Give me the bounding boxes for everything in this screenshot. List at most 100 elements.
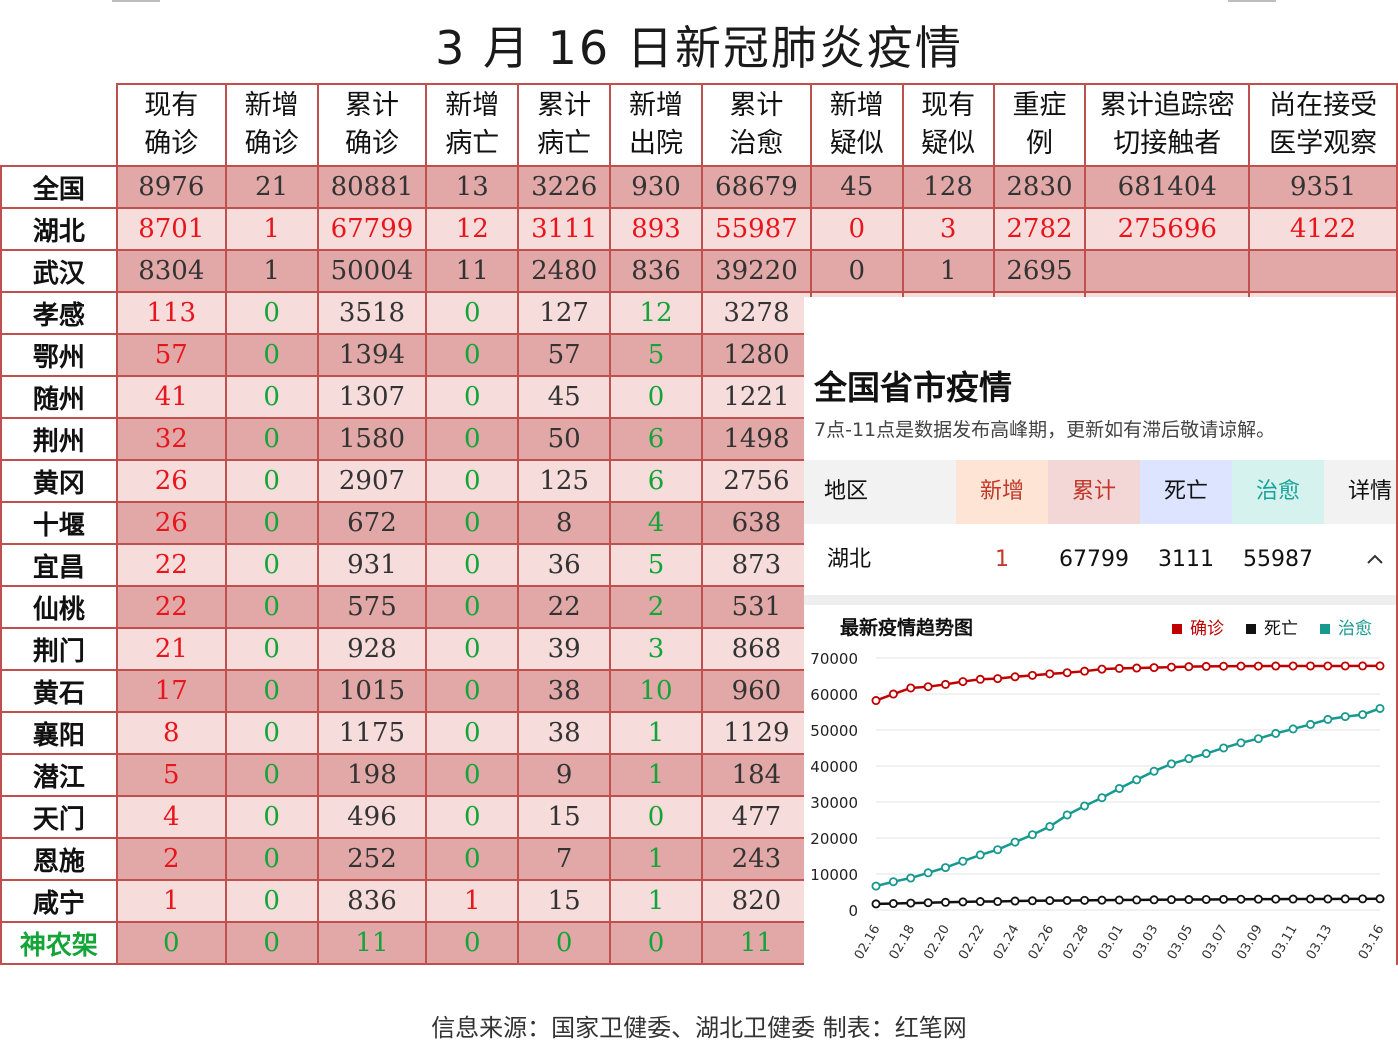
data-point xyxy=(1166,662,1176,672)
cell-value: 0 xyxy=(163,928,180,958)
table-cell: 4122 xyxy=(1248,207,1398,251)
data-point xyxy=(871,696,881,706)
table-cell: 4 xyxy=(609,501,703,545)
data-point xyxy=(958,856,968,866)
table-cell: 1280 xyxy=(700,333,812,377)
table-cell: 0 xyxy=(224,417,319,461)
cell-value: 672 xyxy=(347,508,397,538)
cell-value: 184 xyxy=(731,760,782,790)
data-point xyxy=(1323,661,1333,671)
table-cell: 0 xyxy=(609,795,703,839)
table-cell: 0 xyxy=(425,459,520,503)
panel-row-hubei[interactable]: 湖北 1 67799 3111 55987 xyxy=(804,525,1396,595)
table-cell: 820 xyxy=(700,879,812,923)
source-footer: 信息来源：国家卫健委、湖北卫健委 制表：红笔网 xyxy=(431,1014,967,1042)
data-point xyxy=(1375,894,1385,904)
table-cell: 1394 xyxy=(316,333,428,377)
cell-value: 11 xyxy=(355,928,389,958)
table-cell: 0 xyxy=(425,837,520,881)
top-edge-line-left xyxy=(112,0,160,2)
column-header: 新增 疑似 xyxy=(809,83,904,167)
data-point xyxy=(993,897,1003,907)
cell-value: 931 xyxy=(347,550,397,580)
data-point xyxy=(906,873,916,883)
cell-value: 1221 xyxy=(723,382,790,412)
column-header-line: 新增 xyxy=(244,90,299,121)
cell-value: 2 xyxy=(163,844,180,874)
table-cell: 8 xyxy=(517,501,612,545)
panel-divider xyxy=(804,595,1396,605)
cell-value: 0 xyxy=(464,928,481,958)
table-cell: 11 xyxy=(700,921,812,965)
data-point xyxy=(871,899,881,909)
cell-value: 0 xyxy=(263,466,280,496)
table-cell: 26 xyxy=(115,459,227,503)
table-cell: 55987 xyxy=(700,207,812,251)
data-point xyxy=(1097,895,1107,905)
cell-value: 0 xyxy=(647,802,665,832)
table-cell: 13 xyxy=(425,165,520,209)
data-point xyxy=(958,677,968,687)
region-name: 宜昌 xyxy=(0,543,118,587)
table-cell: 638 xyxy=(700,501,812,545)
column-header-line: 确诊 xyxy=(144,128,199,159)
data-point xyxy=(1253,894,1263,904)
data-point xyxy=(1358,710,1368,720)
y-tick-label: 60000 xyxy=(810,686,858,704)
region-name: 黄石 xyxy=(0,669,118,713)
header-details: 详情 xyxy=(1324,460,1396,524)
header-total: 累计 xyxy=(1048,460,1140,524)
cell-value: 22 xyxy=(154,592,188,622)
column-header: 重症例 xyxy=(992,83,1087,167)
table-cell: 252 xyxy=(316,837,428,881)
cell-value: 0 xyxy=(464,424,481,454)
cell-value: 2 xyxy=(647,592,665,622)
cell-value: 0 xyxy=(464,508,481,538)
column-header-line: 累计追踪密 xyxy=(1099,90,1235,121)
table-cell: 4 xyxy=(115,795,227,839)
cell-value: 80881 xyxy=(330,172,414,202)
cell-value: 0 xyxy=(263,382,280,412)
table-cell: 0 xyxy=(425,501,520,545)
cell-value: 893 xyxy=(631,214,681,244)
table-cell: 0 xyxy=(425,291,520,335)
cell-value: 1307 xyxy=(338,382,406,412)
column-header: 新增 确诊 xyxy=(224,83,319,167)
table-cell: 0 xyxy=(425,543,520,587)
table-cell: 1015 xyxy=(316,669,428,713)
column-header-line: 新增 xyxy=(629,90,684,121)
cell-value: 1580 xyxy=(338,424,406,454)
cell-value: 68679 xyxy=(715,172,798,202)
panel-title: 全国省市疫情 xyxy=(814,368,1012,407)
chevron-up-icon[interactable] xyxy=(1366,552,1384,566)
cell-value: 8 xyxy=(163,718,180,748)
table-cell: 1 xyxy=(224,249,319,293)
cell-value: 0 xyxy=(464,676,481,706)
data-point xyxy=(1340,712,1350,722)
y-tick-label: 30000 xyxy=(810,794,858,812)
data-point xyxy=(1132,775,1142,785)
cell-value: 1280 xyxy=(723,340,790,370)
cell-value: 2695 xyxy=(1006,256,1073,286)
table-cell: 26 xyxy=(115,501,227,545)
column-header-line: 例 xyxy=(1025,128,1053,159)
table-cell: 6 xyxy=(609,459,703,503)
table-cell: 0 xyxy=(224,879,319,923)
cell-value: 8 xyxy=(555,508,573,538)
table-cell: 125 xyxy=(517,459,612,503)
region-name: 天门 xyxy=(0,795,118,839)
cell-value: 0 xyxy=(263,340,280,370)
cell-value: 0 xyxy=(464,634,481,664)
table-cell: 67799 xyxy=(316,207,428,251)
cell-value: 0 xyxy=(464,298,481,328)
table-cell: 1 xyxy=(901,249,995,293)
panel-table-header: 地区 新增 累计 死亡 治愈 详情 xyxy=(804,460,1396,524)
cell-value: 1498 xyxy=(723,424,790,454)
table-cell: 2756 xyxy=(700,459,812,503)
cell-value: 6 xyxy=(647,424,665,454)
cell-value: 21 xyxy=(255,172,289,202)
table-cell: 1129 xyxy=(700,711,812,755)
data-point xyxy=(1305,661,1315,671)
cell-value: 0 xyxy=(464,802,481,832)
cell-value: 50 xyxy=(547,424,581,454)
